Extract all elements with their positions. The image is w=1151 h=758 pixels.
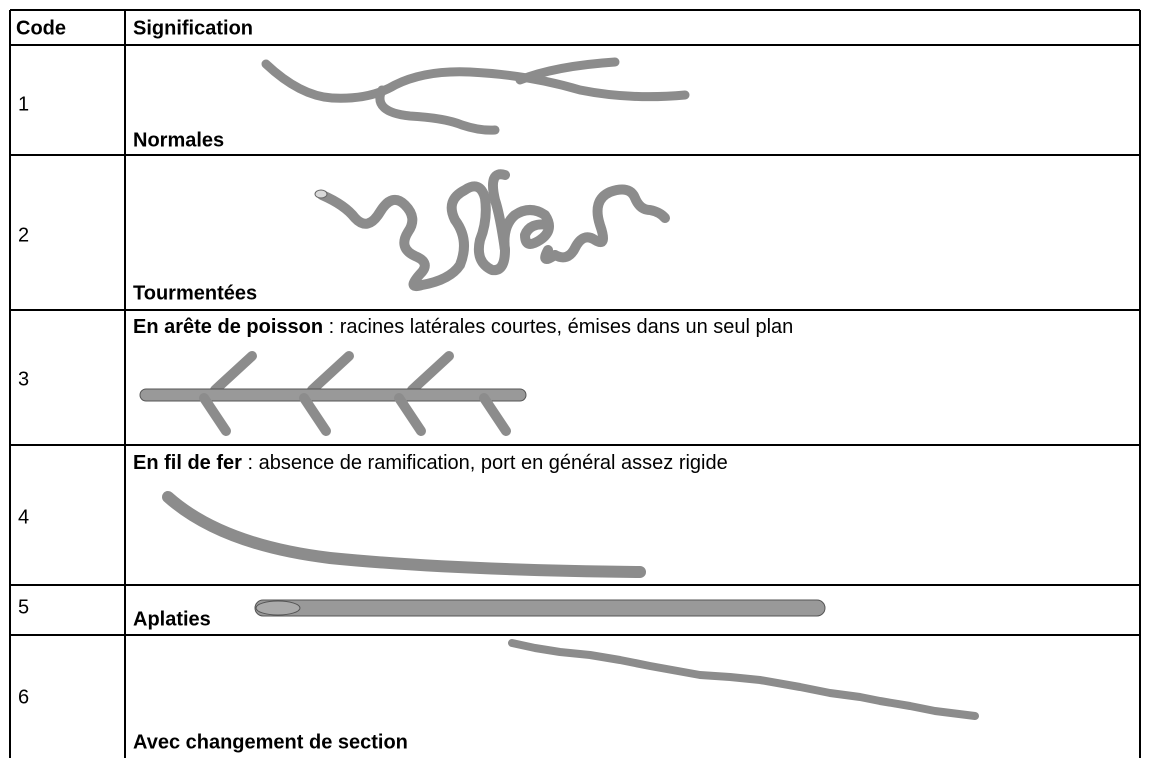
row-description: : racines latérales courtes, émises dans…	[323, 316, 793, 338]
row-text: En arête de poisson : racines latérales …	[133, 316, 793, 338]
illustration-wire	[162, 491, 646, 578]
header-code: Code	[16, 17, 66, 39]
row-code: 2	[18, 224, 29, 246]
illustration-flat	[254, 599, 826, 617]
row-label: Tourmentées	[133, 282, 257, 304]
row-label: Aplaties	[133, 608, 211, 630]
illustration-tortuous	[317, 169, 670, 292]
illustration-tip	[314, 189, 328, 199]
header-signification: Signification	[133, 17, 253, 39]
row-label: Normales	[133, 129, 224, 151]
illustration-normal	[261, 57, 690, 135]
row-label: En arête de poisson	[133, 316, 323, 338]
illustration-fishbone	[139, 351, 527, 436]
row-code: 5	[18, 596, 29, 618]
row-label: Avec changement de section	[133, 731, 408, 753]
table-grid	[9, 9, 1141, 758]
row-code: 6	[18, 686, 29, 708]
row-code: 1	[18, 93, 29, 115]
row-code: 4	[18, 506, 29, 528]
row-text: En fil de fer : absence de ramification,…	[133, 452, 728, 474]
row-label: En fil de fer	[133, 452, 242, 474]
row-code: 3	[18, 368, 29, 390]
row-description: : absence de ramification, port en génér…	[242, 452, 728, 474]
illustration-varying	[508, 639, 979, 720]
